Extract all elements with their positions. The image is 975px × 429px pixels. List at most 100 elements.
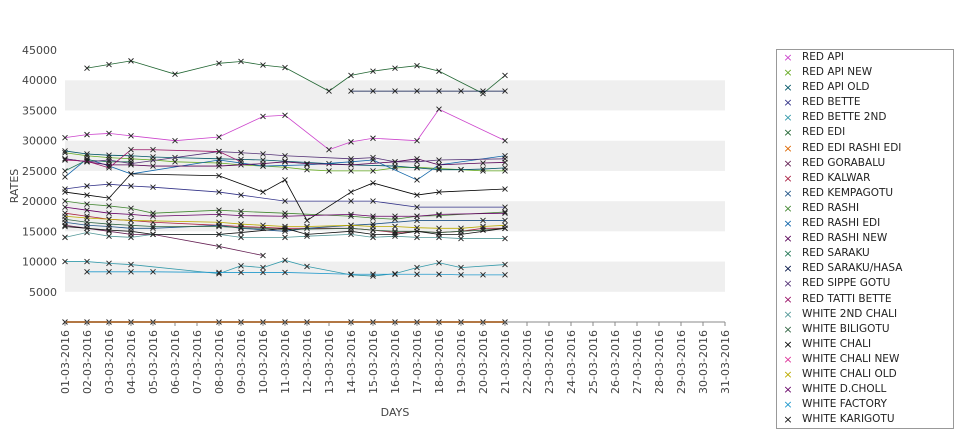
data-point	[304, 217, 310, 224]
data-point	[260, 151, 266, 157]
data-point	[370, 198, 376, 204]
series-line	[64, 226, 506, 235]
legend-marker: ×	[783, 262, 793, 276]
data-point	[414, 264, 420, 271]
data-point	[216, 269, 222, 276]
y-tick-label: 45000	[22, 44, 57, 57]
data-point	[84, 201, 90, 207]
grid-band	[65, 50, 725, 81]
legend-item: × WHITE CHALI	[777, 337, 953, 352]
x-tick-label: 15-03-2016	[367, 330, 380, 394]
legend-label: RED EDI RASHI EDI	[802, 141, 902, 154]
data-point	[502, 225, 508, 232]
data-point	[348, 139, 354, 145]
legend-label: WHITE FACTORY	[802, 398, 887, 411]
data-point	[392, 223, 398, 230]
x-tick-label: 19-03-2016	[455, 330, 468, 394]
data-point	[436, 271, 442, 278]
data-point	[216, 134, 222, 140]
series-line	[64, 155, 506, 181]
data-point	[84, 219, 90, 226]
data-point	[216, 172, 222, 179]
data-point	[436, 259, 442, 266]
data-point	[84, 183, 90, 189]
data-point	[128, 269, 134, 275]
data-point	[502, 272, 508, 278]
y-axis-title: RATES	[8, 169, 21, 204]
series-line	[64, 152, 505, 172]
data-point	[348, 162, 354, 168]
data-point	[348, 228, 354, 235]
data-point	[260, 189, 266, 195]
legend-marker: ×	[783, 398, 793, 412]
legend-label: RED BETTE 2ND	[802, 111, 887, 124]
legend-label: RED RASHI	[802, 201, 860, 214]
data-point	[414, 204, 420, 210]
data-point	[458, 88, 464, 94]
data-point	[238, 58, 244, 65]
data-point	[436, 212, 442, 219]
data-point	[502, 235, 508, 242]
y-tick-label: 40000	[22, 74, 57, 87]
data-point	[436, 88, 442, 94]
data-point	[84, 158, 90, 165]
series-line	[64, 151, 506, 165]
data-point	[260, 264, 266, 271]
series-layer	[62, 58, 508, 325]
data-point	[282, 257, 288, 264]
data-point	[458, 272, 464, 278]
legend-label: RED RASHI EDI	[802, 217, 881, 230]
data-point	[348, 189, 354, 195]
legend-label: WHITE CHALI NEW	[802, 352, 900, 365]
legend-label: RED EDI	[802, 126, 846, 139]
data-point	[480, 90, 486, 97]
data-point	[128, 222, 134, 229]
data-point	[502, 210, 508, 217]
legend-item: × RED SARAKU/HASA	[777, 261, 953, 276]
x-tick-label: 13-03-2016	[323, 330, 336, 394]
legend-item: × RED RASHI EDI	[777, 216, 953, 231]
legend-item: × WHITE 2ND CHALI	[777, 307, 953, 322]
legend-marker: ×	[783, 217, 793, 231]
legend-item: × RED KEMPAGOTU	[777, 186, 953, 201]
legend-marker: ×	[783, 322, 793, 336]
data-point	[414, 217, 420, 224]
x-tick-label: 01-03-2016	[59, 330, 72, 394]
x-tick-label: 11-03-2016	[279, 330, 292, 394]
grid-bands	[65, 50, 725, 322]
series-white-karigotu	[62, 223, 508, 238]
data-point	[392, 231, 398, 238]
data-point	[436, 68, 442, 74]
data-point	[458, 225, 464, 232]
series-red-bette	[62, 181, 508, 210]
x-tick-label: 20-03-2016	[477, 330, 490, 394]
series-red-api	[62, 106, 508, 153]
legend-item: × RED SIPPE GOTU	[777, 276, 953, 291]
legend-label: RED KEMPAGOTU	[802, 186, 894, 199]
series-white-d-choll	[62, 204, 508, 220]
data-point	[370, 180, 376, 186]
data-point	[502, 165, 508, 171]
data-point	[458, 231, 464, 238]
data-point	[62, 204, 68, 210]
data-point	[480, 166, 486, 172]
data-point	[62, 174, 68, 180]
data-point	[304, 263, 310, 270]
data-point	[260, 163, 266, 169]
data-point	[502, 186, 508, 192]
data-point	[502, 137, 508, 144]
data-point	[370, 231, 376, 238]
data-point	[348, 271, 354, 278]
x-tick-label: 03-03-2016	[103, 330, 116, 394]
legend-item: × RED GORABALU	[777, 156, 953, 171]
data-point	[238, 149, 244, 156]
y-tick-label: 35000	[22, 104, 57, 117]
legend-marker: ×	[783, 352, 793, 366]
data-point	[282, 269, 288, 276]
data-point	[502, 209, 508, 215]
x-tick-label: 17-03-2016	[411, 330, 424, 394]
legend-item: × WHITE BILIGOTU	[777, 322, 953, 337]
legend-marker: ×	[783, 126, 793, 140]
data-point	[502, 72, 508, 79]
